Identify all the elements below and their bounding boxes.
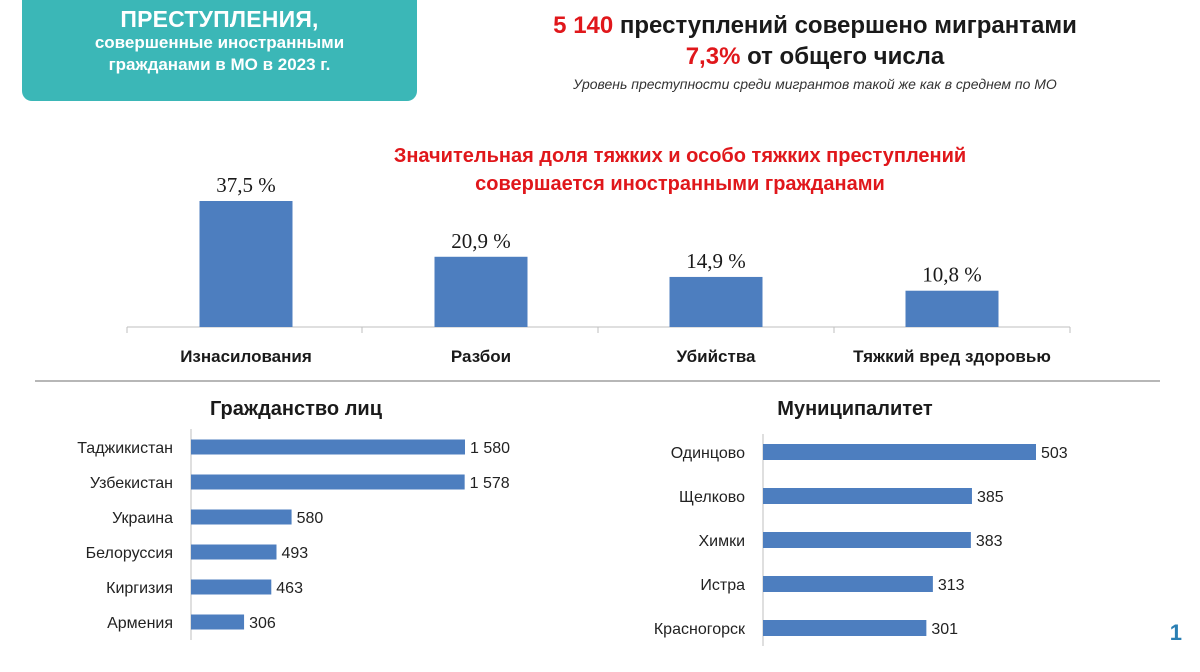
bar-3 bbox=[669, 276, 763, 327]
citizenship-category-label-6: Армения bbox=[107, 615, 173, 632]
bar-value-label-2: 20,9 % bbox=[451, 229, 511, 253]
citizenship-bar-3 bbox=[191, 509, 292, 525]
citizenship-bar-1 bbox=[191, 439, 465, 455]
municipality-category-label-1: Одинцово bbox=[671, 445, 745, 462]
bar-4 bbox=[905, 290, 999, 327]
bar-category-label-4: Тяжкий вред здоровью bbox=[853, 347, 1051, 366]
title-banner: ПРЕСТУПЛЕНИЯ, совершенные иностранными г… bbox=[22, 0, 417, 101]
headline-note: Уровень преступности среди мигрантов так… bbox=[573, 76, 1057, 92]
bar-value-label-1: 37,5 % bbox=[216, 173, 276, 197]
bar-category-label-1: Изнасилования bbox=[180, 347, 312, 366]
municipality-value-label-5: 301 bbox=[931, 621, 958, 638]
municipality-bar-1 bbox=[763, 444, 1036, 460]
citizenship-chart-title: Гражданство лиц bbox=[210, 398, 383, 420]
municipality-category-label-3: Химки bbox=[698, 533, 745, 550]
banner-subtitle-line2: гражданами в МО в 2023 г. bbox=[108, 55, 331, 74]
municipality-value-label-1: 503 bbox=[1041, 445, 1068, 462]
municipality-bar-5 bbox=[763, 620, 927, 636]
citizenship-value-label-1: 1 580 bbox=[470, 440, 510, 457]
headline-share-text: от общего числа bbox=[740, 43, 945, 70]
headline-count: 5 140 bbox=[553, 12, 614, 39]
citizenship-value-label-3: 580 bbox=[297, 510, 324, 527]
bar-value-label-4: 10,8 % bbox=[922, 263, 982, 287]
citizenship-value-label-4: 493 bbox=[281, 545, 308, 562]
municipality-bar-4 bbox=[763, 576, 933, 592]
municipality-value-label-4: 313 bbox=[938, 577, 965, 594]
emphasis-line2: совершается иностранными гражданами bbox=[475, 173, 885, 195]
emphasis-line1: Значительная доля тяжких и особо тяжких … bbox=[393, 145, 967, 167]
municipality-category-label-2: Щелково bbox=[679, 489, 745, 506]
citizenship-bar-2 bbox=[191, 474, 465, 490]
citizenship-value-label-6: 306 bbox=[249, 615, 276, 632]
headline-share: 7,3% bbox=[685, 43, 741, 70]
municipality-chart-title: Муниципалитет bbox=[777, 398, 933, 420]
municipality-bar-2 bbox=[763, 488, 972, 504]
headline-count-line: 5 140 преступлений совершено мигрантами bbox=[440, 10, 1190, 42]
bar-category-label-3: Убийства bbox=[676, 347, 756, 366]
bar-1 bbox=[199, 201, 293, 327]
citizenship-category-label-4: Белоруссия bbox=[86, 545, 173, 562]
bar-category-label-2: Разбои bbox=[451, 347, 511, 366]
municipality-category-label-4: Истра bbox=[700, 577, 745, 594]
bar-value-label-3: 14,9 % bbox=[686, 249, 746, 273]
emphasis-text: Значительная доля тяжких и особо тяжких … bbox=[300, 142, 1060, 198]
citizenship-value-label-2: 1 578 bbox=[470, 475, 510, 492]
citizenship-bar-5 bbox=[191, 579, 272, 595]
bar-2 bbox=[434, 256, 528, 327]
citizenship-category-label-3: Украина bbox=[112, 510, 173, 527]
municipality-category-label-5: Красногорск bbox=[654, 621, 746, 638]
municipality-value-label-3: 383 bbox=[976, 533, 1003, 550]
municipality-bar-3 bbox=[763, 532, 971, 548]
citizenship-bar-4 bbox=[191, 544, 277, 560]
municipality-value-label-2: 385 bbox=[977, 489, 1004, 506]
banner-title: ПРЕСТУПЛЕНИЯ, bbox=[120, 6, 319, 32]
citizenship-category-label-5: Киргизия bbox=[106, 580, 173, 597]
citizenship-category-label-2: Узбекистан bbox=[90, 475, 173, 492]
banner-subtitle-line1: совершенные иностранными bbox=[94, 33, 345, 52]
headline-count-text: преступлений совершено мигрантами bbox=[613, 12, 1077, 39]
headline-block: 5 140 преступлений совершено мигрантами … bbox=[440, 10, 1190, 95]
citizenship-bar-6 bbox=[191, 614, 245, 630]
citizenship-category-label-1: Таджикистан bbox=[77, 440, 173, 457]
headline-share-line: 7,3% от общего числа bbox=[440, 42, 1190, 72]
page-number: 1 bbox=[1169, 620, 1182, 645]
citizenship-value-label-5: 463 bbox=[276, 580, 303, 597]
